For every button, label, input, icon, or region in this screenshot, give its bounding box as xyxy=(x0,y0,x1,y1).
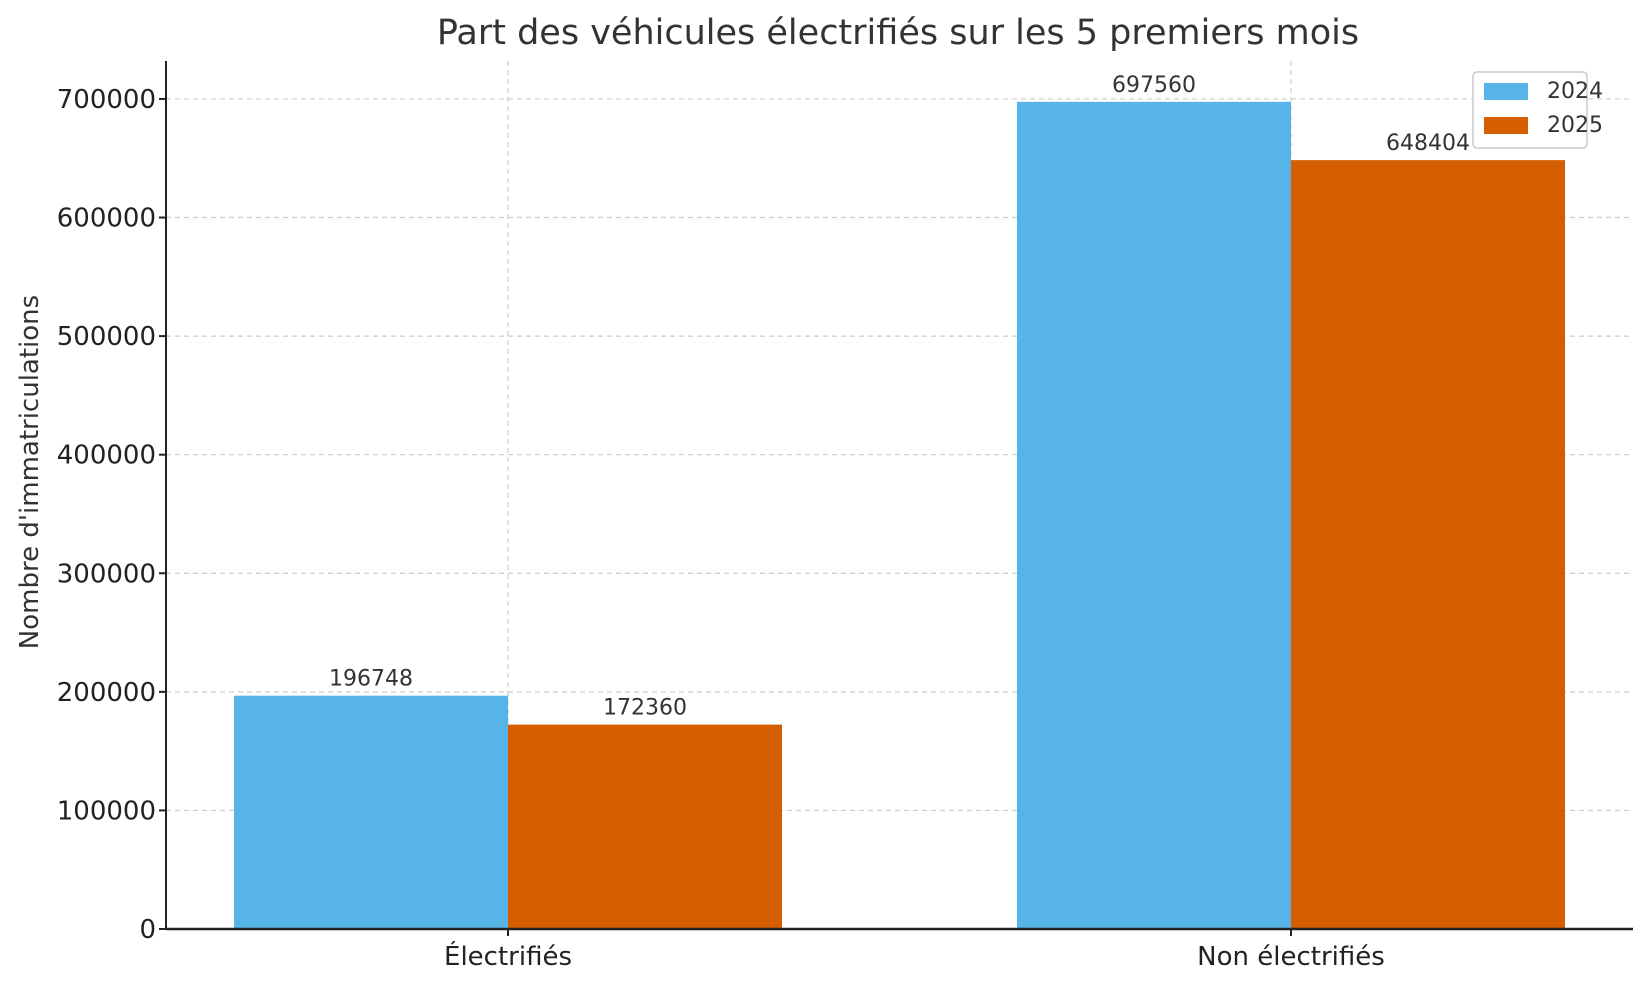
x-tick-label: Non électrifiés xyxy=(1197,942,1385,972)
bar-2025-non-electrifies xyxy=(1291,160,1565,929)
legend-label-2024: 2024 xyxy=(1547,79,1603,104)
y-tick-label: 500000 xyxy=(57,322,156,352)
legend: 2024 2025 xyxy=(1472,71,1603,149)
bar-2024-non-electrifies xyxy=(1017,101,1291,930)
legend-swatch-2024 xyxy=(1484,83,1528,100)
bar-value-labels: 196748 172360 697560 648404 xyxy=(329,73,1470,721)
bars xyxy=(234,101,1565,930)
bar-value-label: 648404 xyxy=(1386,131,1470,156)
y-tick-label: 200000 xyxy=(57,678,156,708)
y-tick-label: 0 xyxy=(139,915,156,945)
bar-2024-electrifies xyxy=(234,695,508,929)
y-tick-label: 300000 xyxy=(57,559,156,589)
chart-title: Part des véhicules électrifiés sur les 5… xyxy=(437,13,1359,53)
bar-value-label: 196748 xyxy=(329,667,413,692)
legend-label-2025: 2025 xyxy=(1547,113,1603,138)
y-tick-label: 700000 xyxy=(57,85,156,115)
y-tick-label: 600000 xyxy=(57,204,156,234)
bar-value-label: 172360 xyxy=(603,696,687,721)
x-tick-label: Électrifiés xyxy=(444,940,572,972)
y-tick-label: 100000 xyxy=(57,796,156,826)
legend-swatch-2025 xyxy=(1484,117,1528,134)
y-axis: 0 100000 200000 300000 400000 500000 600000 700… xyxy=(57,61,167,945)
x-axis: Électrifiés Non électrifiés xyxy=(166,927,1633,972)
bar-2025-electrifies xyxy=(508,724,782,929)
bar-value-label: 697560 xyxy=(1112,73,1196,98)
y-axis-label: Nombre d'immatriculations xyxy=(15,295,45,649)
y-tick-label: 400000 xyxy=(57,441,156,471)
